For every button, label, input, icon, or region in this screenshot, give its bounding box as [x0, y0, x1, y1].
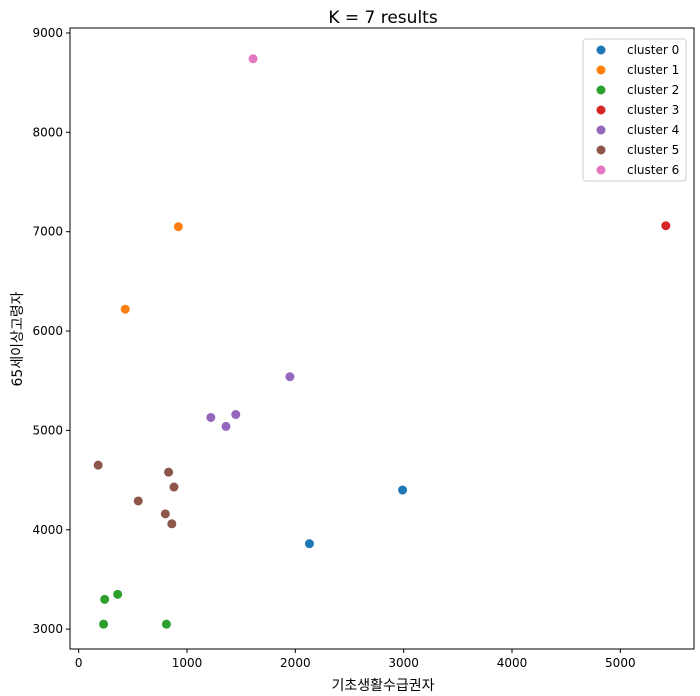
y-tick-label: 3000	[32, 622, 63, 636]
point-cluster-2-0	[100, 594, 110, 604]
legend-marker	[596, 165, 606, 175]
point-cluster-1-0	[173, 222, 183, 232]
y-tick-label: 5000	[32, 423, 63, 437]
x-tick-label: 1000	[172, 656, 203, 670]
scatter-points	[93, 54, 671, 629]
legend-label: cluster 1	[627, 63, 679, 77]
x-tick-label: 3000	[388, 656, 419, 670]
legend-box	[582, 38, 687, 182]
point-cluster-3-0	[661, 221, 671, 231]
legend: cluster 0 cluster 1 cluster 2 cluster 3 clus…	[582, 38, 687, 182]
legend-label: cluster 3	[627, 103, 679, 117]
x-axis: 0 1000 2000 3000 4000 5000	[75, 649, 636, 670]
point-cluster-5-4	[160, 509, 170, 519]
point-cluster-4-3	[221, 421, 231, 431]
legend-label: cluster 6	[627, 163, 679, 177]
y-tick-label: 9000	[32, 26, 63, 40]
y-tick-label: 7000	[32, 225, 63, 239]
legend-marker	[596, 105, 606, 115]
point-cluster-1-1	[120, 304, 130, 314]
legend-marker	[596, 85, 606, 95]
legend-label: cluster 4	[627, 123, 679, 137]
point-cluster-4-1	[206, 412, 216, 422]
chart-title: K = 7 results	[328, 8, 438, 28]
point-cluster-4-2	[231, 410, 241, 420]
legend-marker	[596, 65, 606, 75]
point-cluster-2-2	[99, 619, 109, 629]
point-cluster-5-3	[133, 496, 143, 506]
point-cluster-2-1	[113, 589, 123, 599]
legend-marker	[596, 45, 606, 55]
y-tick-label: 4000	[32, 523, 63, 537]
legend-label: cluster 2	[627, 83, 679, 97]
point-cluster-4-0	[285, 372, 295, 382]
point-cluster-5-2	[169, 482, 179, 492]
point-cluster-0-1	[304, 539, 314, 549]
legend-marker	[596, 125, 606, 135]
x-tick-label: 0	[75, 656, 83, 670]
x-tick-label: 2000	[280, 656, 311, 670]
y-axis-label: 65세이상고령자	[10, 291, 26, 386]
y-axis: 3000 4000 5000 6000 7000 8000 9000	[32, 26, 70, 636]
point-cluster-6-0	[248, 54, 258, 64]
point-cluster-5-1	[164, 467, 174, 477]
legend-label: cluster 0	[627, 43, 679, 57]
legend-marker	[596, 145, 606, 155]
y-tick-label: 8000	[32, 125, 63, 139]
x-axis-label: 기초생활수급권자	[331, 678, 434, 694]
point-cluster-5-5	[167, 519, 177, 529]
plot-area	[69, 27, 695, 650]
legend-label: cluster 5	[627, 143, 679, 157]
y-tick-label: 6000	[32, 324, 63, 338]
point-cluster-5-0	[93, 460, 103, 470]
point-cluster-2-3	[161, 619, 171, 629]
x-tick-label: 5000	[605, 656, 636, 670]
point-cluster-0-0	[398, 485, 408, 495]
x-tick-label: 4000	[497, 656, 528, 670]
